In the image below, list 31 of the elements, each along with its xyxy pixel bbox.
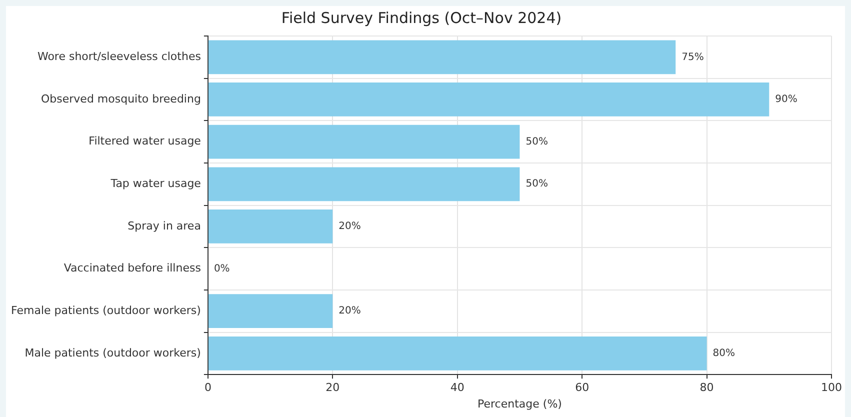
bar xyxy=(208,40,676,74)
bar xyxy=(208,336,707,370)
data-label: 20% xyxy=(338,306,361,317)
bar xyxy=(208,210,333,244)
y-tick-label: Observed mosquito breeding xyxy=(41,92,201,106)
x-tick-label: 80 xyxy=(700,381,714,394)
y-tick-label: Wore short/sleeveless clothes xyxy=(37,50,202,64)
y-tick-label: Filtered water usage xyxy=(88,134,202,148)
x-tick-label: 0 xyxy=(204,381,212,394)
chart-title: Field Survey Findings (Oct–Nov 2024) xyxy=(281,8,562,27)
y-tick-label: Tap water usage xyxy=(110,176,202,190)
y-tick-label: Spray in area xyxy=(128,219,201,232)
bar xyxy=(208,294,333,328)
data-label: 80% xyxy=(712,348,736,360)
bar xyxy=(208,124,520,159)
data-label: 0% xyxy=(214,263,230,274)
x-tick-label: 20 xyxy=(326,381,340,394)
x-tick-label: 40 xyxy=(450,381,464,394)
bar xyxy=(208,167,520,202)
x-axis-title: Percentage (%) xyxy=(478,397,562,410)
data-label: 50% xyxy=(526,136,548,148)
data-label: 75% xyxy=(682,52,704,63)
y-tick-label: Male patients (outdoor workers) xyxy=(24,346,201,360)
x-tick-label: 60 xyxy=(575,381,590,394)
data-label: 90% xyxy=(775,94,798,106)
y-tick-label: Vaccinated before illness xyxy=(64,262,202,275)
data-label: 50% xyxy=(526,178,548,190)
y-tick-label: Female patients (outdoor workers) xyxy=(10,304,201,317)
x-tick-label: 100 xyxy=(821,381,842,394)
data-label: 20% xyxy=(338,221,361,232)
bar xyxy=(208,82,770,116)
